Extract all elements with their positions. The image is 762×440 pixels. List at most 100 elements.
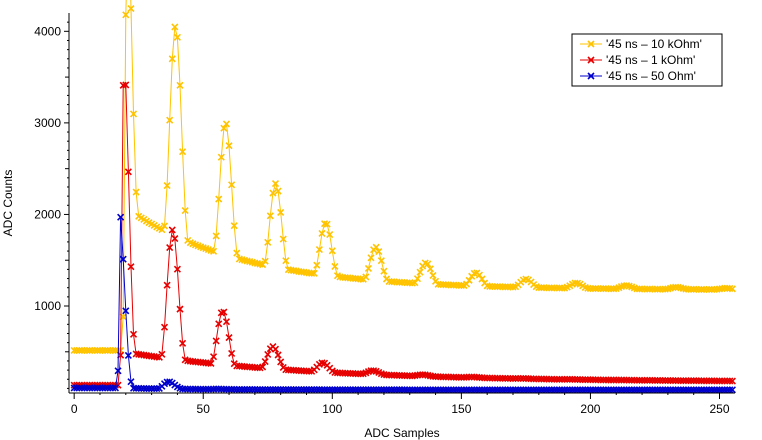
data-point bbox=[225, 385, 233, 393]
data-point bbox=[372, 243, 380, 251]
data-point bbox=[715, 386, 724, 394]
data-point bbox=[726, 377, 734, 385]
data-point bbox=[160, 323, 169, 331]
data-point bbox=[426, 386, 434, 394]
data-point bbox=[158, 350, 166, 358]
data-point bbox=[512, 374, 520, 383]
data-point bbox=[421, 386, 429, 394]
data-point bbox=[457, 281, 465, 289]
data-point bbox=[679, 386, 687, 394]
data-point bbox=[357, 275, 365, 283]
data-point bbox=[344, 386, 352, 394]
data-point bbox=[390, 386, 398, 394]
data-point bbox=[460, 386, 468, 394]
data-point bbox=[519, 386, 527, 394]
data-point bbox=[318, 229, 326, 238]
data-point bbox=[235, 385, 243, 393]
data-point bbox=[594, 285, 602, 293]
data-point bbox=[393, 386, 401, 394]
data-point bbox=[411, 386, 419, 394]
data-point bbox=[703, 386, 711, 394]
data-point bbox=[509, 386, 517, 394]
y-tick-label: 2000 bbox=[34, 207, 61, 221]
data-point bbox=[697, 377, 706, 385]
data-point bbox=[122, 307, 130, 315]
data-point bbox=[524, 386, 533, 394]
data-point bbox=[277, 208, 285, 216]
data-point bbox=[310, 269, 318, 277]
data-point bbox=[222, 120, 231, 128]
data-point bbox=[705, 386, 713, 394]
data-point bbox=[217, 153, 225, 161]
data-point bbox=[540, 386, 548, 394]
data-point bbox=[318, 386, 326, 394]
data-point bbox=[109, 384, 117, 392]
data-point bbox=[308, 386, 316, 394]
x-tick-label: 250 bbox=[709, 402, 729, 416]
data-point bbox=[602, 386, 610, 394]
data-point bbox=[181, 207, 189, 215]
data-point bbox=[475, 271, 484, 279]
data-point bbox=[442, 386, 450, 394]
data-point bbox=[530, 386, 538, 394]
data-point bbox=[434, 386, 442, 394]
data-point bbox=[481, 386, 489, 394]
data-point bbox=[651, 376, 659, 385]
data-point bbox=[692, 386, 700, 394]
data-point bbox=[266, 385, 274, 394]
data-point bbox=[638, 386, 646, 394]
data-point bbox=[708, 386, 716, 394]
data-point bbox=[527, 386, 535, 394]
data-point bbox=[179, 339, 187, 347]
data-point bbox=[579, 386, 587, 394]
data-point bbox=[468, 386, 476, 394]
data-point bbox=[269, 189, 277, 197]
data-point bbox=[256, 385, 264, 394]
data-point bbox=[132, 188, 140, 196]
data-point bbox=[607, 376, 615, 384]
data-point bbox=[403, 386, 411, 394]
data-point bbox=[550, 375, 558, 383]
data-point bbox=[610, 285, 618, 293]
x-axis-title: ADC Samples bbox=[364, 426, 439, 440]
data-point bbox=[351, 386, 360, 394]
data-point bbox=[599, 386, 607, 394]
data-point bbox=[419, 386, 427, 394]
data-point bbox=[715, 377, 724, 385]
data-point bbox=[666, 376, 675, 385]
data-point bbox=[514, 374, 522, 383]
data-point bbox=[261, 257, 269, 265]
data-point bbox=[122, 81, 130, 89]
data-point bbox=[119, 255, 127, 263]
y-tick-label: 4000 bbox=[34, 24, 61, 38]
data-point bbox=[279, 235, 287, 243]
data-point bbox=[109, 346, 117, 354]
data-point bbox=[512, 386, 520, 394]
data-point bbox=[690, 377, 698, 385]
x-tick-label: 200 bbox=[580, 402, 600, 416]
data-point bbox=[98, 346, 107, 354]
data-point bbox=[292, 386, 300, 394]
data-point bbox=[328, 247, 336, 255]
data-point bbox=[659, 386, 667, 394]
data-point bbox=[669, 386, 677, 394]
data-point bbox=[563, 386, 571, 394]
data-point bbox=[70, 384, 78, 392]
data-point bbox=[75, 384, 83, 392]
data-point bbox=[93, 346, 101, 354]
data-point bbox=[122, 11, 130, 19]
data-point bbox=[328, 386, 336, 394]
plot-area bbox=[70, 0, 736, 394]
data-point bbox=[677, 377, 685, 385]
data-point bbox=[651, 386, 659, 394]
data-point bbox=[726, 386, 734, 394]
data-point bbox=[197, 385, 205, 393]
data-point bbox=[271, 180, 280, 188]
data-point bbox=[86, 384, 94, 392]
data-point bbox=[465, 373, 473, 381]
data-point bbox=[506, 374, 514, 383]
data-point bbox=[664, 376, 672, 385]
data-point bbox=[380, 267, 388, 275]
data-point bbox=[517, 386, 525, 394]
data-point bbox=[207, 359, 215, 367]
